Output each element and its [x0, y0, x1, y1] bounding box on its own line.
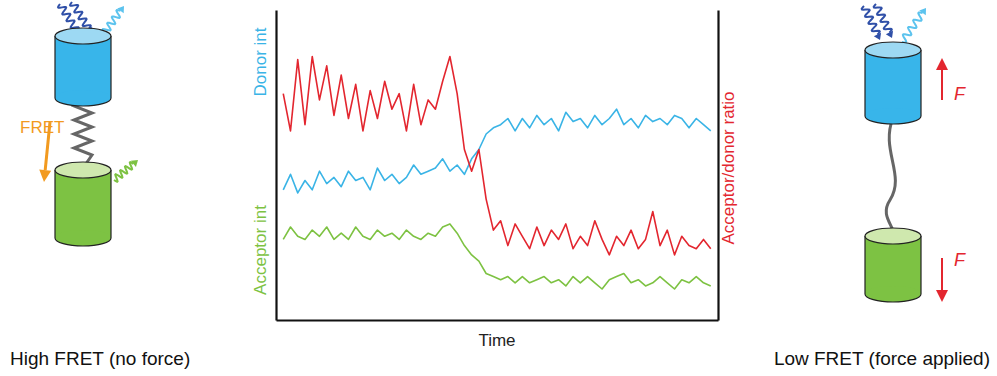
axis-line	[275, 11, 277, 321]
donor-emission-wave	[902, 8, 926, 42]
arrow-head	[131, 160, 138, 167]
fret-label: FRET	[20, 118, 64, 137]
cylinder-outline	[55, 170, 111, 246]
axis-title: Acceptor int	[251, 205, 270, 295]
wave	[114, 162, 133, 182]
force-label: F	[954, 84, 966, 104]
arrow-shaft	[941, 258, 943, 290]
arrow-head	[874, 33, 881, 40]
arrow-head	[919, 8, 926, 15]
series-line	[283, 109, 711, 193]
caption: High FRET (no force)	[10, 348, 190, 369]
spring	[74, 100, 92, 168]
axis-title: Donor int	[251, 27, 270, 96]
arrow-shaft	[941, 70, 943, 100]
cylinder-top	[865, 228, 921, 244]
plot-lines	[283, 57, 711, 290]
force-arrow	[936, 58, 948, 100]
cylinder-outline	[865, 50, 921, 124]
donor-cylinder	[865, 42, 921, 124]
wave	[862, 6, 880, 35]
wave	[874, 4, 892, 33]
y-axis	[276, 11, 277, 321]
caption: Low FRET (force applied)	[774, 348, 990, 369]
cylinder-body	[865, 50, 921, 116]
cylinder-body	[55, 170, 111, 238]
cylinder-top	[865, 42, 921, 58]
figure: Donor int Acceptor int Acceptor/donor rati…	[0, 0, 997, 376]
arrow-head	[936, 290, 948, 302]
acceptor-cylinder	[55, 162, 111, 246]
cylinder-outline	[55, 36, 111, 106]
force-label: F	[954, 250, 966, 270]
axis-title: Acceptor/donor ratio	[719, 91, 738, 244]
arrow-head	[117, 6, 124, 13]
donor-cylinder	[55, 28, 111, 106]
x-axis-title: Time	[478, 331, 515, 350]
force-arrow	[936, 258, 948, 302]
acceptor-emission-wave	[114, 160, 138, 182]
series-line	[283, 57, 711, 255]
cylinder-body	[865, 236, 921, 294]
cylinder-top	[55, 162, 111, 178]
wave	[902, 12, 923, 42]
cylinder-body	[55, 36, 111, 98]
wave	[70, 2, 91, 29]
x-axis	[277, 320, 719, 321]
linker	[886, 118, 895, 232]
cylinder-outline	[865, 236, 921, 302]
arrow-head	[936, 58, 948, 70]
acceptor-cylinder	[865, 228, 921, 302]
cylinder-top	[55, 28, 111, 44]
axis-line	[277, 319, 719, 321]
arrow-head	[39, 169, 51, 182]
arrow-head	[886, 31, 893, 38]
excitation-wave	[874, 4, 893, 38]
